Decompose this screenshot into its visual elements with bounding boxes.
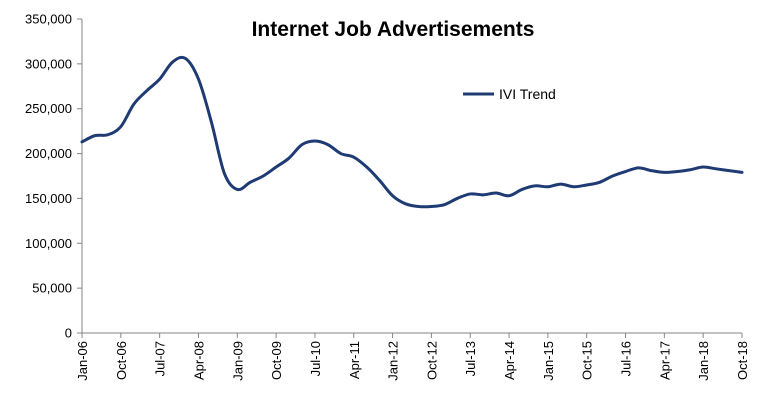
y-axis: 0 50,000 100,000 150,000 200,000 250,000 300,0… xyxy=(25,12,83,341)
x-tick-label: Jan-18 xyxy=(696,341,711,381)
x-tick-label: Jan-15 xyxy=(541,341,556,381)
x-tick-label: Jul-16 xyxy=(619,341,634,376)
x-tick-label: Oct-18 xyxy=(735,341,750,380)
y-tick-label: 50,000 xyxy=(32,281,72,296)
x-tick-label: Apr-17 xyxy=(657,341,672,380)
series-layer xyxy=(80,55,744,209)
x-axis: Jan-06 Oct-06 Jul-07 Apr-08 Jan-09 Oct-09 Jul-… xyxy=(75,332,750,381)
y-tick-label: 100,000 xyxy=(25,236,72,251)
x-tick-label: Apr-08 xyxy=(191,341,206,380)
x-tick-label: Oct-15 xyxy=(580,341,595,380)
y-tick-label: 300,000 xyxy=(25,56,72,71)
y-tick-label: 200,000 xyxy=(25,146,72,161)
x-tick-label: Apr-11 xyxy=(347,341,362,379)
x-tick-label: Jan-12 xyxy=(386,341,401,381)
x-tick-label: Jul-13 xyxy=(463,341,478,376)
x-tick-label: Apr-14 xyxy=(502,341,517,380)
y-tick-label: 250,000 xyxy=(25,101,72,116)
legend-label: IVI Trend xyxy=(499,86,556,102)
x-tick-label: Jul-10 xyxy=(308,341,323,376)
legend: IVI Trend xyxy=(463,86,556,102)
x-tick-label: Jan-09 xyxy=(230,341,245,381)
x-tick-label: Oct-09 xyxy=(269,341,284,380)
x-tick-label: Jul-07 xyxy=(153,341,168,376)
y-tick-label: 150,000 xyxy=(25,191,72,206)
x-tick-label: Jan-06 xyxy=(75,341,90,381)
y-tick-label: 350,000 xyxy=(25,12,72,27)
series-line-ivi-trend xyxy=(80,55,744,209)
chart-title: Internet Job Advertisements xyxy=(252,18,535,41)
x-tick-label: Oct-12 xyxy=(424,341,439,380)
y-tick-label: 0 xyxy=(65,326,72,341)
x-tick-label: Oct-06 xyxy=(114,341,129,380)
